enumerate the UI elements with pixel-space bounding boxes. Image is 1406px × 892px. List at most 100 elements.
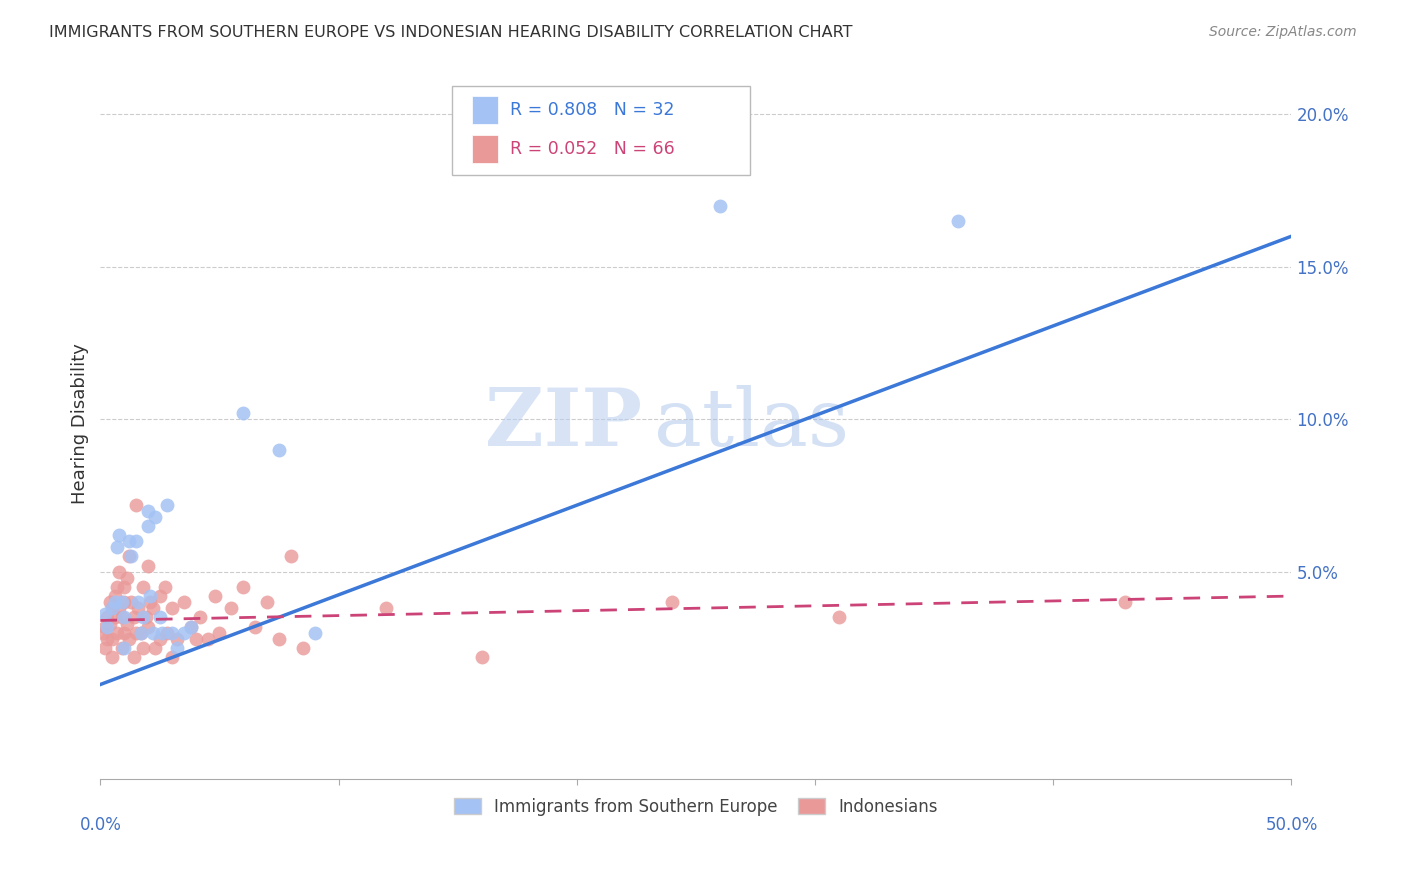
Point [232,406,254,420]
Point [127,601,149,615]
FancyBboxPatch shape [472,95,498,124]
Point [173,595,195,609]
Point [108,565,131,579]
Point [132,610,155,624]
Point [101,632,124,646]
Point [375,601,398,615]
Point [166,632,188,646]
Point [280,549,302,564]
Point [190,610,212,624]
Point [149,632,172,646]
Point [149,610,172,624]
Point [1114,595,1136,609]
Point [104,610,127,624]
Point [149,589,172,603]
Point [135,610,157,624]
Point [108,601,131,615]
Point [136,519,159,533]
Point [139,595,162,609]
Point [125,534,148,549]
Point [118,534,141,549]
Point [91,625,114,640]
Point [221,601,243,615]
Point [98,595,121,609]
Point [111,595,134,609]
Point [115,616,138,631]
Point [291,640,314,655]
Point [136,558,159,573]
Point [132,640,155,655]
Text: R = 0.052   N = 66: R = 0.052 N = 66 [510,140,675,158]
Point [267,632,290,646]
Point [946,214,969,228]
Point [156,625,179,640]
Text: IMMIGRANTS FROM SOUTHERN EUROPE VS INDONESIAN HEARING DISABILITY CORRELATION CHA: IMMIGRANTS FROM SOUTHERN EUROPE VS INDON… [49,25,852,40]
Point [105,580,128,594]
Point [142,601,165,615]
Point [94,640,117,655]
Point [115,571,138,585]
Point [160,601,183,615]
Point [160,650,183,665]
Point [304,625,326,640]
Point [143,509,166,524]
Text: Source: ZipAtlas.com: Source: ZipAtlas.com [1209,25,1357,39]
Point [661,595,683,609]
Point [256,595,278,609]
Point [267,442,290,457]
Point [132,580,155,594]
Text: R = 0.808   N = 32: R = 0.808 N = 32 [510,101,675,119]
Point [153,580,176,594]
Point [98,616,121,631]
Point [208,625,231,640]
Text: ZIP: ZIP [485,384,643,463]
Point [709,199,731,213]
Point [105,541,128,555]
Point [470,650,492,665]
Point [139,589,162,603]
Point [111,610,134,624]
Point [127,595,149,609]
Point [197,632,219,646]
Point [125,498,148,512]
Point [232,580,254,594]
Point [96,619,118,633]
Point [112,640,135,655]
Point [143,640,166,655]
Point [112,595,135,609]
Point [184,632,207,646]
Point [120,595,142,609]
Point [150,625,173,640]
Point [180,619,202,633]
FancyBboxPatch shape [451,87,749,175]
Point [118,549,141,564]
Point [166,640,188,655]
Point [129,625,152,640]
Point [94,607,117,622]
Point [112,625,135,640]
Point [112,580,135,594]
Point [104,595,127,609]
Point [101,601,124,615]
Point [96,610,118,624]
Legend: Immigrants from Southern Europe, Indonesians: Immigrants from Southern Europe, Indones… [446,789,946,824]
Point [101,650,124,665]
Point [142,625,165,640]
Point [118,632,141,646]
Point [204,589,226,603]
Point [96,632,118,646]
Point [136,504,159,518]
Point [122,610,145,624]
Point [129,625,152,640]
Point [245,619,267,633]
Point [136,619,159,633]
Point [111,640,134,655]
Text: atlas: atlas [654,384,849,463]
Point [160,625,183,640]
Text: 0.0%: 0.0% [79,815,121,834]
Point [101,601,124,615]
Point [180,619,202,633]
FancyBboxPatch shape [472,135,498,163]
Point [120,549,142,564]
Point [156,498,179,512]
